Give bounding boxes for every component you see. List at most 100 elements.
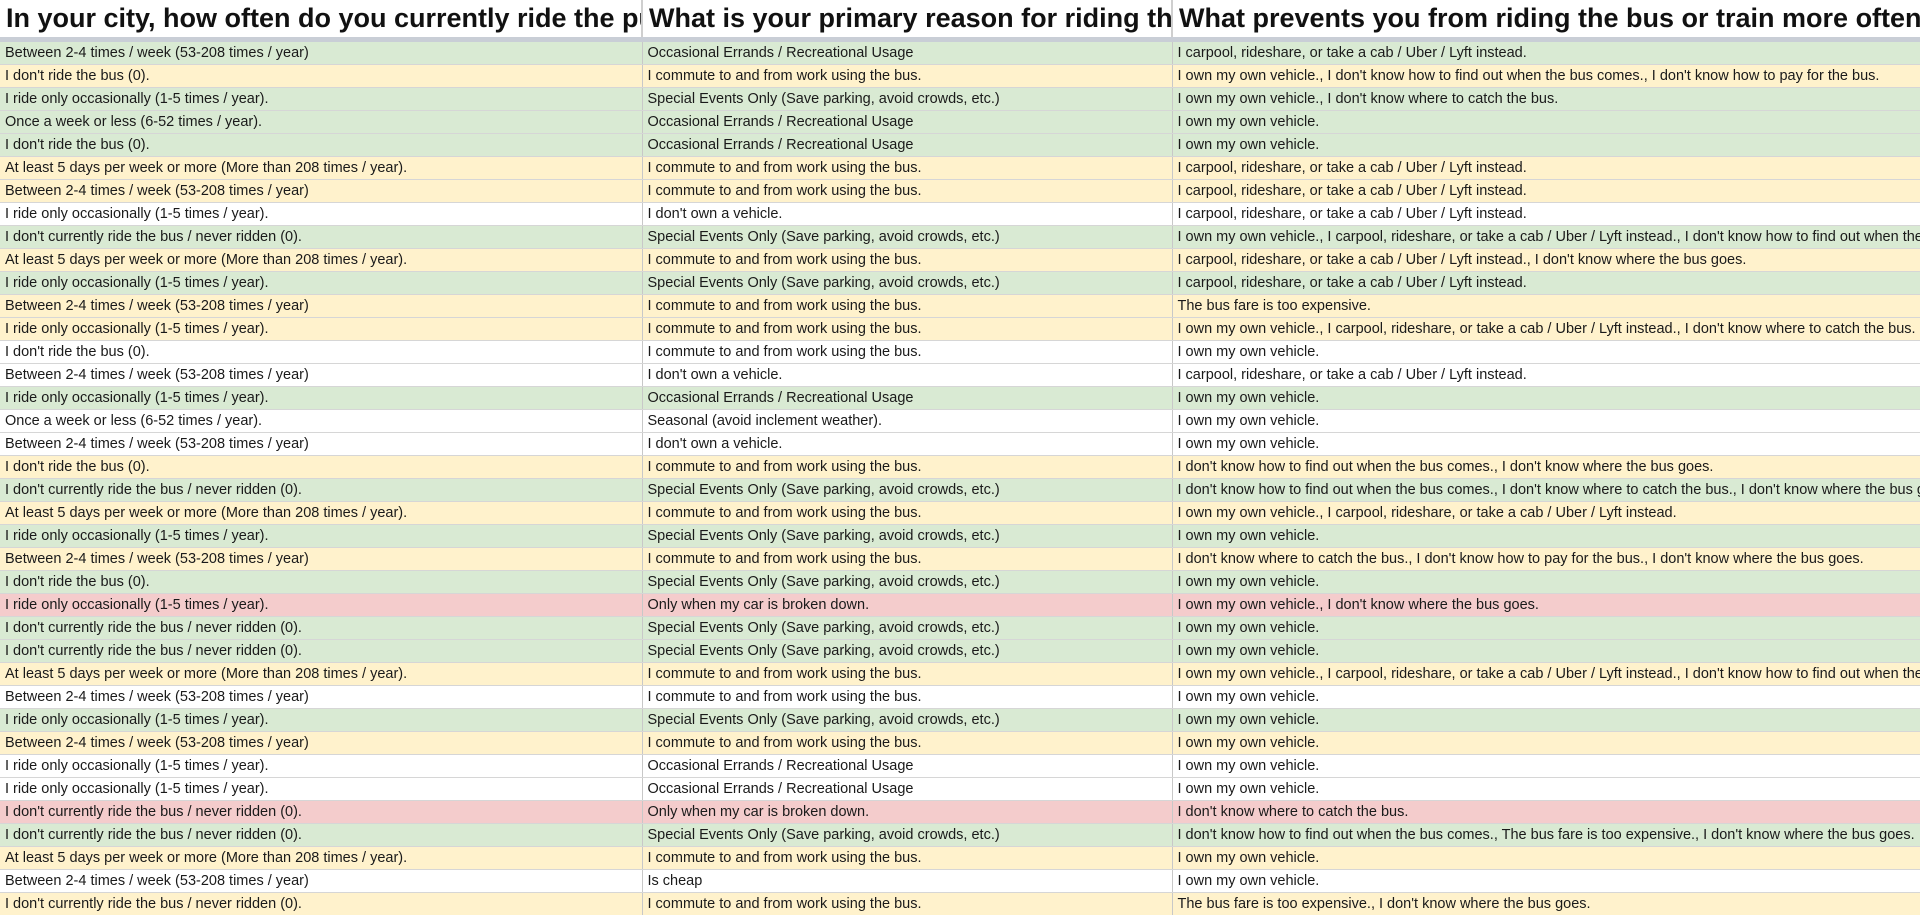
header-primary-reason[interactable]: What is your primary reason for riding t… [642,0,1173,42]
cell-primary-reason[interactable]: I commute to and from work using the bus… [642,455,1173,479]
cell-ride-frequency[interactable]: Once a week or less (6-52 times / year). [0,110,643,134]
cell-ride-frequency[interactable]: Between 2-4 times / week (53-208 times /… [0,432,643,456]
cell-ride-frequency[interactable]: I ride only occasionally (1-5 times / ye… [0,593,643,617]
table-row[interactable]: I ride only occasionally (1-5 times / ye… [0,317,1920,341]
cell-ride-frequency[interactable]: At least 5 days per week or more (More t… [0,501,643,525]
cell-barriers[interactable]: The bus fare is too expensive. [1172,294,1920,318]
cell-primary-reason[interactable]: Special Events Only (Save parking, avoid… [642,639,1173,663]
cell-barriers[interactable]: I don't know how to find out when the bu… [1172,823,1920,847]
cell-barriers[interactable]: The bus fare is too expensive., I don't … [1172,892,1920,915]
table-row[interactable]: I don't currently ride the bus / never r… [0,639,1920,663]
table-row[interactable]: At least 5 days per week or more (More t… [0,248,1920,272]
cell-barriers[interactable]: I carpool, rideshare, or take a cab / Ub… [1172,271,1920,295]
table-row[interactable]: I don't currently ride the bus / never r… [0,225,1920,249]
cell-barriers[interactable]: I own my own vehicle. [1172,432,1920,456]
cell-barriers[interactable]: I own my own vehicle., I carpool, ridesh… [1172,225,1920,249]
cell-barriers[interactable]: I own my own vehicle. [1172,340,1920,364]
cell-barriers[interactable]: I own my own vehicle. [1172,386,1920,410]
cell-ride-frequency[interactable]: At least 5 days per week or more (More t… [0,846,643,870]
cell-barriers[interactable]: I own my own vehicle. [1172,639,1920,663]
cell-barriers[interactable]: I carpool, rideshare, or take a cab / Ub… [1172,179,1920,203]
cell-primary-reason[interactable]: Special Events Only (Save parking, avoid… [642,87,1173,111]
cell-barriers[interactable]: I own my own vehicle. [1172,777,1920,801]
cell-primary-reason[interactable]: I commute to and from work using the bus… [642,64,1173,88]
cell-ride-frequency[interactable]: I ride only occasionally (1-5 times / ye… [0,87,643,111]
cell-primary-reason[interactable]: Special Events Only (Save parking, avoid… [642,708,1173,732]
cell-barriers[interactable]: I own my own vehicle. [1172,110,1920,134]
cell-ride-frequency[interactable]: I don't currently ride the bus / never r… [0,478,643,502]
cell-barriers[interactable]: I carpool, rideshare, or take a cab / Ub… [1172,156,1920,180]
cell-ride-frequency[interactable]: I ride only occasionally (1-5 times / ye… [0,708,643,732]
cell-primary-reason[interactable]: I commute to and from work using the bus… [642,294,1173,318]
table-row[interactable]: Between 2-4 times / week (53-208 times /… [0,363,1920,387]
cell-ride-frequency[interactable]: I don't currently ride the bus / never r… [0,639,643,663]
cell-primary-reason[interactable]: I commute to and from work using the bus… [642,340,1173,364]
cell-ride-frequency[interactable]: I don't currently ride the bus / never r… [0,616,643,640]
table-row[interactable]: I ride only occasionally (1-5 times / ye… [0,87,1920,111]
table-row[interactable]: I don't currently ride the bus / never r… [0,478,1920,502]
cell-primary-reason[interactable]: Special Events Only (Save parking, avoid… [642,225,1173,249]
cell-primary-reason[interactable]: Special Events Only (Save parking, avoid… [642,271,1173,295]
cell-barriers[interactable]: I own my own vehicle. [1172,754,1920,778]
cell-ride-frequency[interactable]: I don't currently ride the bus / never r… [0,800,643,824]
cell-primary-reason[interactable]: Is cheap [642,869,1173,893]
cell-primary-reason[interactable]: Only when my car is broken down. [642,800,1173,824]
table-row[interactable]: I ride only occasionally (1-5 times / ye… [0,708,1920,732]
cell-ride-frequency[interactable]: Between 2-4 times / week (53-208 times /… [0,39,643,65]
cell-ride-frequency[interactable]: I ride only occasionally (1-5 times / ye… [0,202,643,226]
cell-barriers[interactable]: I own my own vehicle. [1172,869,1920,893]
cell-primary-reason[interactable]: I commute to and from work using the bus… [642,317,1173,341]
table-row[interactable]: I don't ride the bus (0). I commute to an… [0,455,1920,479]
cell-barriers[interactable]: I own my own vehicle., I carpool, ridesh… [1172,662,1920,686]
cell-primary-reason[interactable]: I don't own a vehicle. [642,202,1173,226]
cell-primary-reason[interactable]: I commute to and from work using the bus… [642,179,1173,203]
table-row[interactable]: Between 2-4 times / week (53-208 times /… [0,432,1920,456]
table-row[interactable]: At least 5 days per week or more (More t… [0,662,1920,686]
cell-primary-reason[interactable]: Occasional Errands / Recreational Usage [642,110,1173,134]
cell-primary-reason[interactable]: Occasional Errands / Recreational Usage [642,133,1173,157]
cell-ride-frequency[interactable]: I ride only occasionally (1-5 times / ye… [0,524,643,548]
cell-primary-reason[interactable]: Seasonal (avoid inclement weather). [642,409,1173,433]
cell-ride-frequency[interactable]: I ride only occasionally (1-5 times / ye… [0,386,643,410]
cell-barriers[interactable]: I own my own vehicle. [1172,846,1920,870]
table-row[interactable]: I don't currently ride the bus / never r… [0,823,1920,847]
table-row[interactable]: I don't ride the bus (0). Occasional Erra… [0,133,1920,157]
cell-barriers[interactable]: I own my own vehicle. [1172,616,1920,640]
cell-barriers[interactable]: I don't know where to catch the bus., I … [1172,547,1920,571]
cell-barriers[interactable]: I own my own vehicle. [1172,708,1920,732]
cell-barriers[interactable]: I don't know how to find out when the bu… [1172,455,1920,479]
cell-barriers[interactable]: I own my own vehicle., I don't know how … [1172,64,1920,88]
cell-ride-frequency[interactable]: At least 5 days per week or more (More t… [0,156,643,180]
cell-primary-reason[interactable]: Occasional Errands / Recreational Usage [642,386,1173,410]
table-row[interactable]: Once a week or less (6-52 times / year).… [0,409,1920,433]
cell-barriers[interactable]: I own my own vehicle. [1172,685,1920,709]
table-row[interactable]: I ride only occasionally (1-5 times / ye… [0,777,1920,801]
cell-ride-frequency[interactable]: At least 5 days per week or more (More t… [0,248,643,272]
cell-barriers[interactable]: I carpool, rideshare, or take a cab / Ub… [1172,363,1920,387]
cell-ride-frequency[interactable]: I ride only occasionally (1-5 times / ye… [0,317,643,341]
table-row[interactable]: I don't ride the bus (0). Special Events … [0,570,1920,594]
cell-primary-reason[interactable]: I commute to and from work using the bus… [642,685,1173,709]
cell-primary-reason[interactable]: I commute to and from work using the bus… [642,731,1173,755]
cell-primary-reason[interactable]: Occasional Errands / Recreational Usage [642,39,1173,65]
cell-barriers[interactable]: I own my own vehicle. [1172,133,1920,157]
table-row[interactable]: Between 2-4 times / week (53-208 times /… [0,547,1920,571]
cell-barriers[interactable]: I own my own vehicle., I carpool, ridesh… [1172,501,1920,525]
cell-barriers[interactable]: I own my own vehicle., I carpool, ridesh… [1172,317,1920,341]
cell-ride-frequency[interactable]: Between 2-4 times / week (53-208 times /… [0,685,643,709]
table-row[interactable]: I don't ride the bus (0). I commute to an… [0,64,1920,88]
table-row[interactable]: Between 2-4 times / week (53-208 times /… [0,39,1920,65]
cell-primary-reason[interactable]: Special Events Only (Save parking, avoid… [642,570,1173,594]
table-row[interactable]: Between 2-4 times / week (53-208 times /… [0,731,1920,755]
cell-primary-reason[interactable]: Special Events Only (Save parking, avoid… [642,616,1173,640]
cell-barriers[interactable]: I own my own vehicle., I don't know wher… [1172,87,1920,111]
table-row[interactable]: At least 5 days per week or more (More t… [0,156,1920,180]
cell-ride-frequency[interactable]: I don't ride the bus (0). [0,64,643,88]
cell-ride-frequency[interactable]: I don't ride the bus (0). [0,340,643,364]
table-row[interactable]: I ride only occasionally (1-5 times / ye… [0,386,1920,410]
table-row[interactable]: I don't currently ride the bus / never r… [0,800,1920,824]
table-row[interactable]: I don't ride the bus (0). I commute to an… [0,340,1920,364]
cell-barriers[interactable]: I carpool, rideshare, or take a cab / Ub… [1172,202,1920,226]
table-row[interactable]: I ride only occasionally (1-5 times / ye… [0,202,1920,226]
